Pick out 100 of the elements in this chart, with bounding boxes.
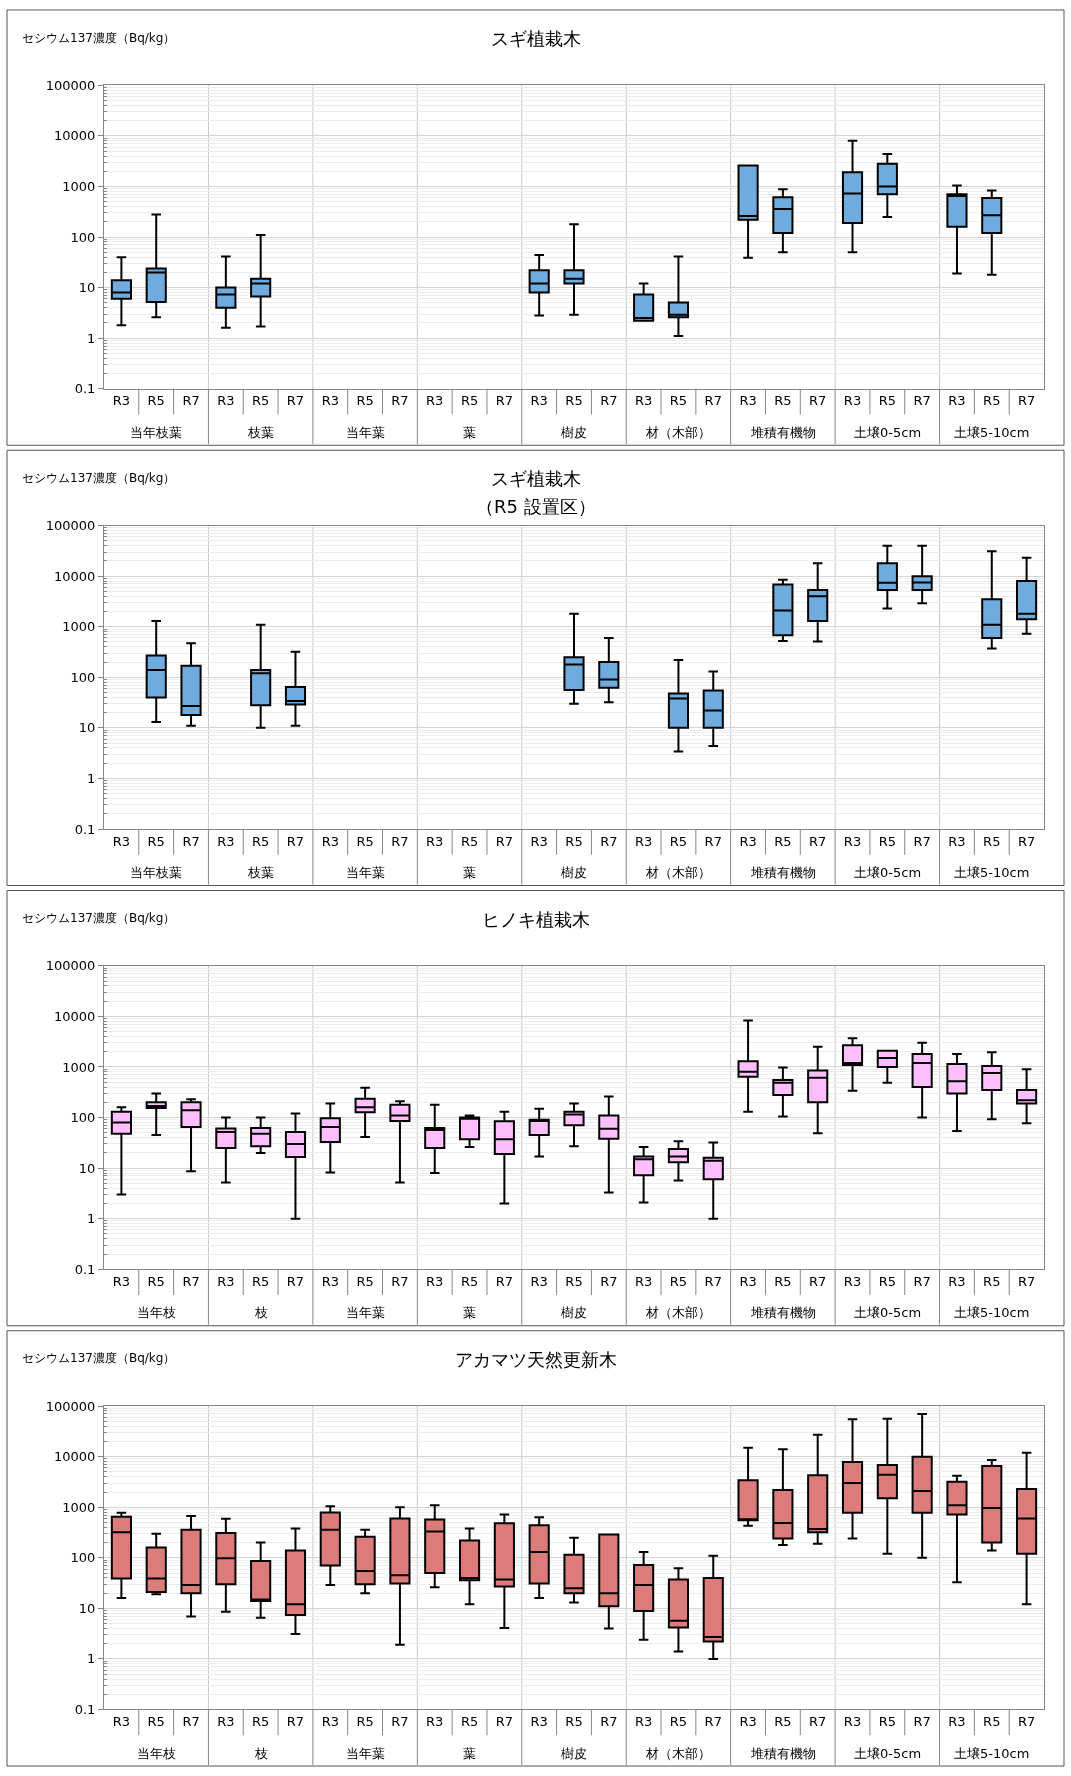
- x-tick-label: R5: [983, 833, 1001, 849]
- y-tick-label: 1: [87, 1211, 96, 1227]
- y-tick-label: 100000: [45, 518, 96, 534]
- x-tick-label: R7: [182, 1273, 200, 1289]
- x-tick-label: R3: [948, 1273, 966, 1289]
- x-tick-label: R5: [669, 393, 688, 409]
- text: 葉: [463, 1305, 476, 1320]
- chart-title: アカマツ天然更新木: [455, 1349, 617, 1370]
- text: 材（木部）: [645, 1305, 711, 1320]
- y-tick-label: 10000: [54, 128, 96, 144]
- x-tick-label: R3: [217, 833, 235, 849]
- text: 堆積有機物: [750, 1305, 816, 1320]
- text: 土壌5-10cm: [954, 1746, 1030, 1761]
- x-tick-label: R5: [565, 1273, 583, 1289]
- x-tick-label: R5: [460, 833, 479, 849]
- x-tick-label: R3: [217, 1273, 235, 1289]
- y-tick-label: 10000: [54, 1008, 96, 1024]
- x-tick-label: R7: [391, 393, 409, 409]
- x-tick-label: R3: [739, 393, 757, 409]
- x-tick-label: R7: [495, 833, 514, 849]
- x-tick-label: R3: [112, 1714, 131, 1730]
- x-tick-label: R7: [913, 833, 931, 849]
- text: 堆積有機物: [750, 865, 816, 880]
- x-tick-label: R7: [495, 1273, 514, 1289]
- text: 当年葉: [346, 865, 385, 880]
- x-tick-label: R7: [1017, 1714, 1036, 1730]
- text: 当年枝: [137, 1305, 176, 1320]
- x-tick-label: R3: [321, 1714, 339, 1730]
- x-tick-label: R5: [252, 833, 270, 849]
- y-axis-title: セシウム137濃度（Bq/kg）: [22, 31, 176, 45]
- x-tick-label: R7: [704, 1714, 722, 1730]
- chart-title: スギ植栽木: [491, 28, 581, 49]
- x-tick-label: R7: [809, 833, 827, 849]
- x-tick-label: R7: [600, 393, 618, 409]
- x-tick-label: R7: [600, 1273, 618, 1289]
- x-tick-label: R5: [878, 1273, 896, 1289]
- x-tick-label: R7: [704, 833, 722, 849]
- x-tick-label: R5: [147, 393, 165, 409]
- text: 土壌5-10cm: [954, 865, 1030, 880]
- x-tick-label: R3: [426, 1714, 444, 1730]
- x-tick-label: R7: [600, 1714, 618, 1730]
- text: 土壌0-5cm: [854, 425, 922, 440]
- x-tick-label: R3: [739, 1273, 757, 1289]
- chart-title: スギ植栽木: [491, 468, 581, 489]
- y-tick-label: 10000: [54, 568, 96, 584]
- x-tick-label: R3: [321, 1273, 339, 1289]
- x-tick-label: R3: [530, 1714, 548, 1730]
- y-axis-title: セシウム137濃度（Bq/kg）: [22, 1351, 176, 1365]
- y-tick-label: 10: [78, 1160, 96, 1176]
- x-tick-label: R3: [530, 393, 548, 409]
- y-tick-label: 100: [70, 1550, 96, 1566]
- y-tick-label: 10: [78, 280, 96, 296]
- x-tick-label: R3: [217, 1714, 235, 1730]
- x-tick-label: R5: [252, 393, 270, 409]
- y-tick-label: 1: [87, 770, 96, 786]
- x-tick-label: R3: [843, 393, 862, 409]
- text: 樹皮: [561, 865, 587, 880]
- x-tick-label: R7: [1017, 1273, 1036, 1289]
- text: 樹皮: [561, 1305, 587, 1320]
- x-tick-label: R5: [147, 1714, 165, 1730]
- x-tick-label: R5: [147, 833, 165, 849]
- x-tick-label: R3: [634, 1273, 653, 1289]
- y-tick-label: 100000: [45, 958, 96, 974]
- x-tick-label: R7: [809, 1273, 827, 1289]
- x-tick-label: R7: [391, 833, 409, 849]
- x-tick-label: R3: [739, 833, 757, 849]
- x-tick-label: R7: [182, 393, 200, 409]
- y-tick-label: 1000: [62, 619, 96, 635]
- y-tick-label: 100000: [45, 1398, 96, 1414]
- x-tick-label: R3: [634, 1714, 653, 1730]
- y-tick-label: 1: [87, 1651, 96, 1667]
- x-tick-label: R3: [321, 393, 339, 409]
- x-tick-label: R7: [391, 1273, 409, 1289]
- text: 土壌5-10cm: [954, 425, 1030, 440]
- text: 材（木部）: [645, 425, 711, 440]
- text: 堆積有機物: [750, 425, 816, 440]
- y-tick-label: 0.1: [74, 381, 96, 397]
- text: 堆積有機物: [750, 1746, 816, 1761]
- x-tick-label: R3: [217, 393, 235, 409]
- x-tick-label: R5: [356, 1273, 374, 1289]
- y-axis-title: セシウム137濃度（Bq/kg）: [22, 911, 176, 925]
- y-tick-label: 1000: [62, 1059, 96, 1075]
- x-tick-label: R5: [774, 1714, 792, 1730]
- x-tick-label: R7: [913, 393, 931, 409]
- x-tick-label: R3: [843, 1273, 862, 1289]
- x-tick-label: R3: [321, 833, 339, 849]
- x-tick-label: R3: [112, 1273, 131, 1289]
- x-tick-label: R5: [983, 1273, 1001, 1289]
- x-tick-label: R5: [460, 1714, 479, 1730]
- x-tick-label: R5: [878, 393, 896, 409]
- x-tick-label: R7: [600, 833, 618, 849]
- x-tick-label: R3: [843, 1714, 862, 1730]
- x-tick-label: R3: [530, 833, 548, 849]
- chart-subtitle: （R5 設置区）: [476, 496, 596, 517]
- x-tick-label: R7: [182, 833, 200, 849]
- y-tick-label: 0.1: [74, 1702, 96, 1718]
- text: 当年葉: [346, 425, 385, 440]
- y-tick-label: 1: [87, 330, 96, 346]
- x-tick-label: R7: [286, 833, 305, 849]
- x-tick-label: R5: [147, 1273, 165, 1289]
